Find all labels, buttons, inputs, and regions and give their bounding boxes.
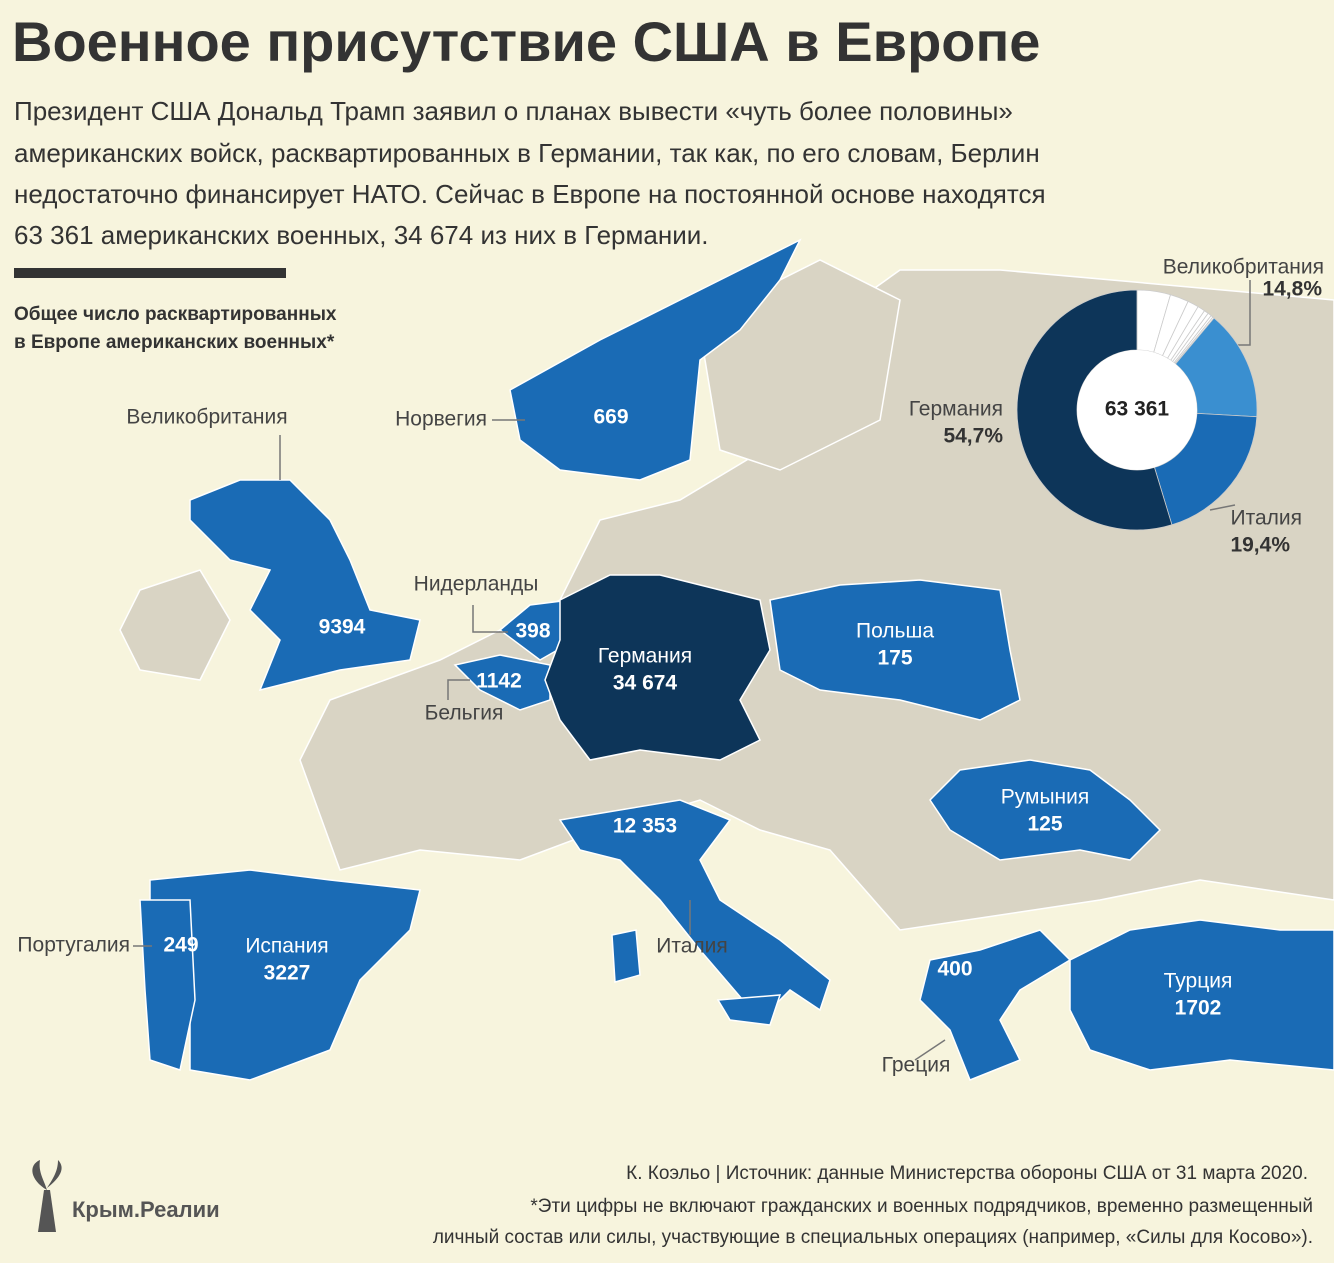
map-subtitle: Общее число расквартированных — [14, 304, 337, 325]
country-name: Великобритания — [126, 406, 287, 429]
lead-line: Президент США Дональд Трамп заявил о пла… — [14, 96, 1013, 126]
donut-chart — [1016, 289, 1258, 531]
donut-segment — [1016, 289, 1173, 531]
country-name: Турция — [1164, 970, 1233, 993]
greece — [919, 929, 1072, 1081]
lead-line: недостаточно финансирует НАТО. Сейчас в … — [14, 179, 1046, 209]
legend-name: Великобритания — [1163, 256, 1324, 279]
turkey — [1069, 919, 1334, 1071]
country-name: Нидерланды — [414, 573, 539, 596]
footnote: личный состав или силы, участвующие в сп… — [433, 1227, 1313, 1248]
value-label: 14,8% — [1262, 278, 1322, 301]
footnote: *Эти цифры не включают гражданских и вое… — [530, 1196, 1313, 1217]
portugal — [139, 899, 196, 1071]
rule — [14, 268, 286, 278]
sicily — [716, 994, 782, 1026]
country-value: 398 — [515, 620, 550, 643]
country-name: Польша — [856, 620, 934, 643]
country-name: Греция — [882, 1054, 951, 1077]
legend-name: Германия — [909, 398, 1003, 421]
country-value: 9394 — [319, 616, 366, 639]
uk — [189, 479, 421, 692]
country-value: 1702 — [1175, 997, 1222, 1020]
country-value: 125 — [1027, 813, 1062, 836]
countries — [139, 238, 1334, 1081]
country-value: 34 674 — [613, 672, 678, 695]
country-name: Румыния — [1001, 786, 1090, 809]
country-value: 669 — [593, 406, 628, 429]
donut-center: 63 361 — [1105, 398, 1170, 421]
map-subtitle: в Европе американских военных* — [14, 332, 335, 353]
country-value: 249 — [163, 934, 198, 957]
country-name: Германия — [598, 645, 692, 668]
country-value: 12 353 — [613, 815, 677, 838]
lead-line: 63 361 американских военных, 34 674 из н… — [14, 220, 708, 250]
poland — [769, 579, 1021, 721]
value-label: 54,7% — [943, 425, 1003, 448]
logo — [32, 1160, 62, 1232]
country-value: 400 — [937, 958, 972, 981]
germany — [544, 574, 771, 761]
country-value: 3227 — [264, 962, 311, 985]
country-value: 175 — [877, 647, 912, 670]
donut-hole — [1077, 350, 1197, 470]
title: Военное присутствие США в Европе — [12, 10, 1040, 73]
source: К. Коэльо | Источник: данные Министерств… — [626, 1163, 1308, 1184]
norway — [509, 238, 802, 481]
country-name: Норвегия — [395, 408, 487, 431]
country-value: 1142 — [476, 670, 522, 693]
value-label: 19,4% — [1230, 534, 1290, 557]
legend-name: Италия — [1230, 507, 1302, 530]
country-name: Португалия — [17, 934, 130, 957]
romania — [929, 759, 1162, 861]
country-name: Италия — [656, 935, 728, 958]
lead-line: американских войск, расквартированных в … — [14, 138, 1040, 168]
sardinia — [611, 929, 641, 983]
italy — [558, 799, 831, 1022]
brand: Крым.Реалии — [72, 1197, 220, 1222]
country-name: Испания — [245, 935, 328, 958]
country-name: Бельгия — [425, 702, 504, 725]
belgium — [453, 654, 551, 711]
